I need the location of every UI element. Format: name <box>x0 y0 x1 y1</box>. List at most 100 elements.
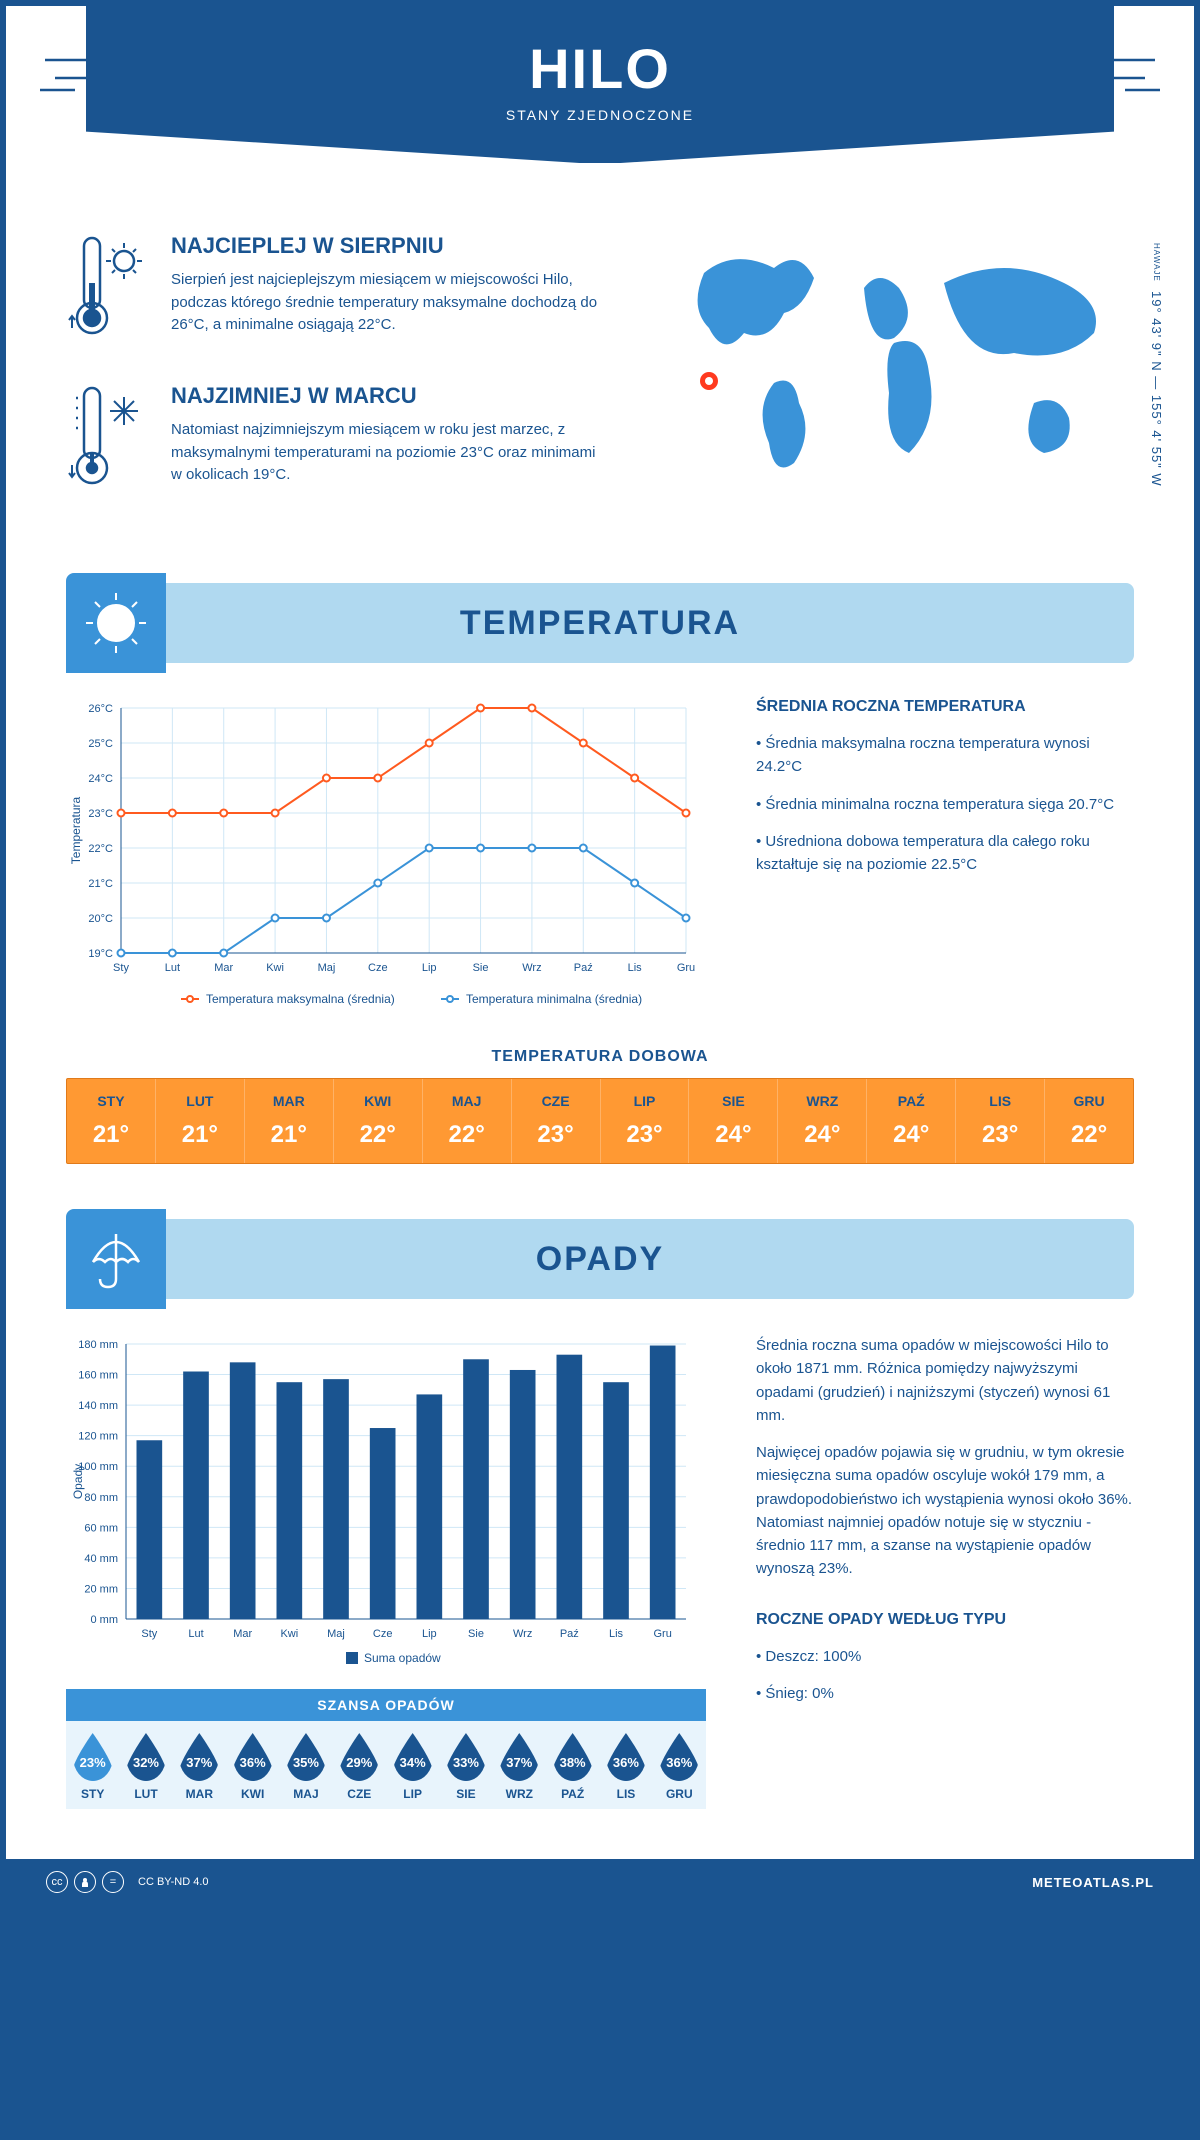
raindrop-icon: 37% <box>499 1733 539 1781</box>
chance-cell: 34%LIP <box>386 1733 439 1801</box>
by-icon <box>74 1871 96 1893</box>
svg-text:19°C: 19°C <box>88 948 113 960</box>
temp-line-chart: 19°C20°C21°C22°C23°C24°C25°C26°CStyLutMa… <box>66 698 706 1018</box>
daily-temp-title: TEMPERATURA DOBOWA <box>66 1048 1134 1066</box>
header: HILO STANY ZJEDNOCZONE <box>86 6 1114 163</box>
svg-text:Gru: Gru <box>677 962 695 974</box>
svg-text:23°C: 23°C <box>88 808 113 820</box>
chance-cell: 38%PAŹ <box>546 1733 599 1801</box>
nd-icon: = <box>102 1871 124 1893</box>
svg-text:Gru: Gru <box>653 1628 671 1640</box>
chance-cell: 37%MAR <box>173 1733 226 1801</box>
raindrop-icon: 34% <box>393 1733 433 1781</box>
svg-text:Paź: Paź <box>560 1628 579 1640</box>
chance-cell: 23%STY <box>66 1733 119 1801</box>
raindrop-icon: 32% <box>126 1733 166 1781</box>
month-cell: MAJ22° <box>423 1079 512 1163</box>
fact-cold-title: NAJZIMNIEJ W MARCU <box>171 383 604 409</box>
svg-text:Wrz: Wrz <box>513 1628 532 1640</box>
svg-text:Mar: Mar <box>214 962 233 974</box>
svg-text:140 mm: 140 mm <box>78 1400 118 1412</box>
site-name: METEOATLAS.PL <box>1032 1875 1154 1890</box>
world-map: HAWAJE 19° 43' 9" N — 155° 4' 55" W <box>654 233 1134 533</box>
chance-cell: 36%GRU <box>653 1733 706 1801</box>
svg-text:Wrz: Wrz <box>522 962 541 974</box>
chance-cell: 37%WRZ <box>493 1733 546 1801</box>
svg-text:26°C: 26°C <box>88 703 113 715</box>
chance-table: SZANSA OPADÓW 23%STY32%LUT37%MAR36%KWI35… <box>66 1689 706 1809</box>
month-cell: LIS23° <box>956 1079 1045 1163</box>
thermometer-sun-icon <box>66 233 146 343</box>
svg-text:20 mm: 20 mm <box>84 1583 118 1595</box>
svg-text:Temperatura maksymalna (średni: Temperatura maksymalna (średnia) <box>206 992 395 1006</box>
month-cell: GRU22° <box>1045 1079 1133 1163</box>
raindrop-icon: 37% <box>179 1733 219 1781</box>
svg-text:80 mm: 80 mm <box>84 1492 118 1504</box>
rain-bar-chart: 0 mm20 mm40 mm60 mm80 mm100 mm120 mm140 … <box>66 1334 706 1809</box>
month-cell: KWI22° <box>334 1079 423 1163</box>
svg-text:180 mm: 180 mm <box>78 1339 118 1351</box>
daily-temp-table: STY21°LUT21°MAR21°KWI22°MAJ22°CZE23°LIP2… <box>66 1078 1134 1164</box>
svg-text:Sty: Sty <box>141 1628 157 1640</box>
month-cell: MAR21° <box>245 1079 334 1163</box>
svg-text:Sty: Sty <box>113 962 129 974</box>
temp-info: ŚREDNIA ROCZNA TEMPERATURA • Średnia mak… <box>756 698 1134 1018</box>
raindrop-icon: 36% <box>606 1733 646 1781</box>
sun-icon <box>66 573 166 673</box>
raindrop-icon: 35% <box>286 1733 326 1781</box>
svg-text:Temperatura: Temperatura <box>69 796 83 864</box>
svg-text:Mar: Mar <box>233 1628 252 1640</box>
svg-text:120 mm: 120 mm <box>78 1431 118 1443</box>
svg-text:22°C: 22°C <box>88 843 113 855</box>
svg-text:Sie: Sie <box>473 962 489 974</box>
svg-text:160 mm: 160 mm <box>78 1370 118 1382</box>
section-temperature: TEMPERATURA <box>66 583 1134 663</box>
fact-cold-text: Natomiast najzimniejszym miesiącem w rok… <box>171 419 604 487</box>
svg-text:25°C: 25°C <box>88 738 113 750</box>
svg-text:21°C: 21°C <box>88 878 113 890</box>
svg-text:Lip: Lip <box>422 962 437 974</box>
footer: cc = CC BY-ND 4.0 METEOATLAS.PL <box>6 1859 1194 1905</box>
raindrop-icon: 33% <box>446 1733 486 1781</box>
svg-text:Paź: Paź <box>574 962 593 974</box>
svg-text:Sie: Sie <box>468 1628 484 1640</box>
svg-text:60 mm: 60 mm <box>84 1522 118 1534</box>
rain-info: Średnia roczna suma opadów w miejscowośc… <box>756 1334 1134 1809</box>
svg-text:0 mm: 0 mm <box>91 1614 119 1626</box>
svg-text:Kwi: Kwi <box>266 962 284 974</box>
fact-warm-title: NAJCIEPLEJ W SIERPNIU <box>171 233 604 259</box>
svg-text:40 mm: 40 mm <box>84 1553 118 1565</box>
svg-text:Lis: Lis <box>628 962 643 974</box>
month-cell: LIP23° <box>601 1079 690 1163</box>
svg-text:Maj: Maj <box>327 1628 345 1640</box>
chance-cell: 35%MAJ <box>279 1733 332 1801</box>
chance-cell: 29%CZE <box>333 1733 386 1801</box>
svg-text:Lip: Lip <box>422 1628 437 1640</box>
svg-text:Lut: Lut <box>165 962 180 974</box>
section-rain: OPADY <box>66 1219 1134 1299</box>
month-cell: PAŹ24° <box>867 1079 956 1163</box>
fact-cold: NAJZIMNIEJ W MARCU Natomiast najzimniejs… <box>66 383 604 493</box>
svg-text:Opady: Opady <box>71 1464 85 1499</box>
raindrop-icon: 36% <box>659 1733 699 1781</box>
month-cell: LUT21° <box>156 1079 245 1163</box>
umbrella-icon <box>66 1209 166 1309</box>
raindrop-icon: 23% <box>73 1733 113 1781</box>
raindrop-icon: 36% <box>233 1733 273 1781</box>
chance-cell: 36%LIS <box>599 1733 652 1801</box>
svg-text:Kwi: Kwi <box>280 1628 298 1640</box>
svg-text:Maj: Maj <box>318 962 336 974</box>
chance-cell: 32%LUT <box>119 1733 172 1801</box>
chance-cell: 36%KWI <box>226 1733 279 1801</box>
raindrop-icon: 29% <box>339 1733 379 1781</box>
thermometer-snow-icon <box>66 383 146 493</box>
svg-text:20°C: 20°C <box>88 913 113 925</box>
svg-text:Suma opadów: Suma opadów <box>364 1651 441 1665</box>
raindrop-icon: 38% <box>553 1733 593 1781</box>
cc-icon: cc <box>46 1871 68 1893</box>
license-badges: cc = CC BY-ND 4.0 <box>46 1871 209 1893</box>
coordinates: HAWAJE 19° 43' 9" N — 155° 4' 55" W <box>1149 243 1164 487</box>
svg-text:Lis: Lis <box>609 1628 624 1640</box>
month-cell: CZE23° <box>512 1079 601 1163</box>
page-subtitle: STANY ZJEDNOCZONE <box>86 107 1114 123</box>
